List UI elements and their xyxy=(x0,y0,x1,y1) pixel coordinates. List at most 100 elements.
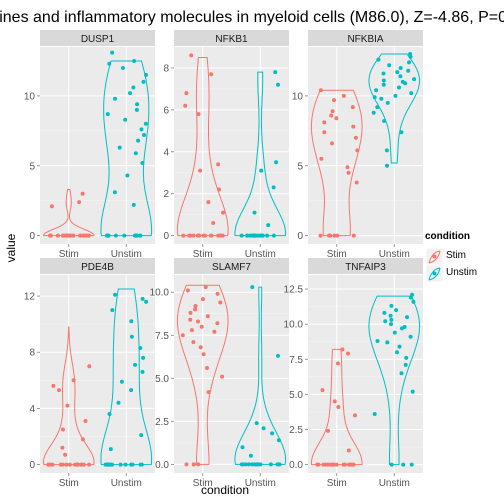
data-point-unstim xyxy=(271,185,276,190)
y-tick-label: 8 xyxy=(163,63,169,74)
data-point-stim xyxy=(215,321,220,326)
data-point-unstim xyxy=(389,462,394,467)
data-point-unstim xyxy=(245,233,250,238)
data-point-stim xyxy=(353,413,357,418)
data-point-stim xyxy=(49,204,54,209)
data-point-stim xyxy=(55,233,60,238)
data-point-unstim xyxy=(275,462,280,467)
data-point-unstim xyxy=(250,285,255,290)
data-point-stim xyxy=(71,233,76,238)
data-point-unstim xyxy=(384,148,389,153)
violin-stim xyxy=(42,189,95,237)
data-point-unstim xyxy=(408,52,413,56)
data-point-unstim xyxy=(113,292,117,297)
legend-violin-glyph xyxy=(428,267,441,281)
data-point-stim xyxy=(198,168,203,173)
facet-strip-label: NFKB1 xyxy=(215,34,248,45)
panel-background xyxy=(174,47,289,244)
data-point-stim xyxy=(328,233,333,238)
facet-strip-label: SLAMF7 xyxy=(212,262,251,273)
data-point-unstim xyxy=(134,107,139,112)
data-point-stim xyxy=(87,462,92,467)
y-tick-label: 2.5 xyxy=(289,425,303,436)
data-point-unstim xyxy=(402,325,407,329)
data-point-unstim xyxy=(140,161,145,165)
data-point-stim xyxy=(87,364,92,369)
y-tick-label: 5 xyxy=(29,161,35,172)
data-point-unstim xyxy=(112,190,117,195)
y-tick-label: 10.0 xyxy=(150,288,170,299)
data-point-stim xyxy=(328,462,333,467)
data-point-stim xyxy=(330,109,335,114)
data-point-stim xyxy=(220,374,225,379)
data-point-stim xyxy=(329,113,334,118)
data-point-unstim xyxy=(409,91,414,96)
data-point-stim xyxy=(326,428,330,433)
data-point-unstim xyxy=(376,57,381,62)
data-point-stim xyxy=(60,445,65,450)
facet-strip-label: TNFAIP3 xyxy=(345,262,386,273)
data-point-unstim xyxy=(403,81,408,86)
y-tick-label: 0.0 xyxy=(155,460,169,471)
violin-stim xyxy=(176,284,229,465)
data-point-stim xyxy=(63,452,68,457)
data-point-stim xyxy=(189,328,194,333)
data-point-stim xyxy=(196,462,201,467)
data-point-unstim xyxy=(276,438,281,443)
facet-panel-nfkb1: NFKB1 0 2 4 6 8 Stim Unstim xyxy=(163,30,289,260)
data-point-unstim xyxy=(252,233,257,238)
facet-panel-slamf7: SLAMF7 0.0 2.5 5.0 7.5 10.0 Stim Unstim xyxy=(150,258,289,489)
data-point-stim xyxy=(346,170,351,175)
chart-title: mokines and inflammatory molecules in my… xyxy=(0,9,504,26)
data-point-unstim xyxy=(387,63,392,68)
data-point-stim xyxy=(199,324,204,329)
data-point-unstim xyxy=(138,233,143,238)
data-point-stim xyxy=(196,112,201,117)
facet-strip-label: DUSP1 xyxy=(81,34,115,45)
legend-label-unstim: Unstim xyxy=(446,267,477,278)
data-point-unstim xyxy=(246,462,251,467)
data-point-stim xyxy=(192,462,196,467)
data-point-stim xyxy=(48,462,52,467)
legend-label-stim: Stim xyxy=(446,250,466,261)
data-point-stim xyxy=(188,317,193,322)
data-point-unstim xyxy=(399,371,404,376)
x-tick-label: Stim xyxy=(59,478,79,489)
x-tick-label: Stim xyxy=(59,249,79,260)
data-point-stim xyxy=(350,105,355,110)
y-tick-label: 4 xyxy=(163,147,169,158)
data-point-unstim xyxy=(385,340,390,345)
y-tick-label: 0.0 xyxy=(289,460,303,471)
data-point-unstim xyxy=(397,344,402,349)
data-point-stim xyxy=(316,462,321,467)
data-point-stim xyxy=(205,314,210,319)
data-point-stim xyxy=(198,345,203,350)
data-point-stim xyxy=(181,233,186,238)
y-tick-label: 8 xyxy=(29,348,35,359)
data-point-unstim xyxy=(410,389,415,394)
y-tick-label: 10.0 xyxy=(284,320,304,331)
data-point-stim xyxy=(332,98,336,103)
data-point-unstim xyxy=(374,88,379,93)
data-point-unstim xyxy=(139,127,144,132)
y-tick-label: 12.5 xyxy=(284,285,304,296)
data-point-stim xyxy=(212,329,217,334)
data-point-stim xyxy=(193,304,198,308)
data-point-stim xyxy=(321,462,326,467)
data-point-stim xyxy=(219,233,224,238)
legend-violin-glyph xyxy=(428,250,441,264)
data-point-stim xyxy=(188,233,193,238)
facet-panel-nfkbia: NFKBIA 0 5 10 Stim Unstim xyxy=(292,30,423,260)
data-point-unstim xyxy=(382,310,387,315)
data-point-unstim xyxy=(379,96,384,101)
x-tick-label: Stim xyxy=(327,249,347,260)
y-axis-label: value xyxy=(4,233,18,262)
violin-unstim xyxy=(234,71,287,237)
data-point-unstim xyxy=(404,355,409,360)
y-tick-label: 4 xyxy=(29,404,35,415)
data-point-unstim xyxy=(372,95,377,100)
data-point-stim xyxy=(78,233,83,238)
data-point-stim xyxy=(203,285,208,290)
